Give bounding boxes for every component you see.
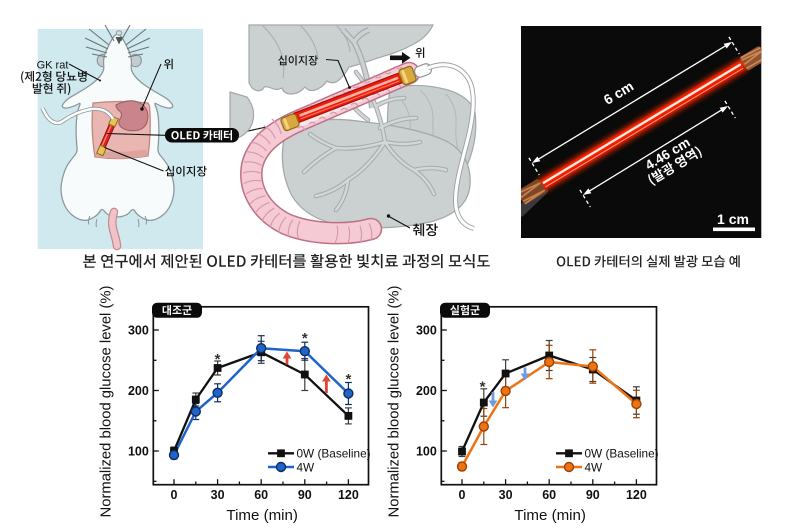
svg-text:*: * <box>345 371 351 388</box>
svg-text:60: 60 <box>542 488 556 502</box>
svg-text:200: 200 <box>416 384 437 398</box>
svg-text:0W (Baseline): 0W (Baseline) <box>585 447 659 461</box>
svg-text:GK rat: GK rat <box>37 60 69 72</box>
svg-text:300: 300 <box>128 323 149 337</box>
svg-text:*: * <box>215 351 221 368</box>
svg-text:300: 300 <box>416 323 437 337</box>
svg-text:100: 100 <box>416 444 437 458</box>
svg-text:60: 60 <box>254 488 268 502</box>
svg-text:4W: 4W <box>585 460 604 474</box>
svg-text:100: 100 <box>128 444 149 458</box>
svg-text:0W (Baseline): 0W (Baseline) <box>297 447 371 461</box>
svg-text:90: 90 <box>586 488 600 502</box>
svg-text:90: 90 <box>298 488 312 502</box>
svg-text:Normalized blood glucose level: Normalized blood glucose level (%) <box>99 285 115 517</box>
svg-text:30: 30 <box>211 488 225 502</box>
svg-text:*: * <box>302 330 308 347</box>
svg-text:Time (min): Time (min) <box>514 507 586 524</box>
svg-text:*: * <box>480 379 486 396</box>
svg-text:120: 120 <box>338 488 359 502</box>
svg-text:200: 200 <box>128 384 149 398</box>
svg-text:4W: 4W <box>297 460 316 474</box>
svg-text:1 cm: 1 cm <box>717 211 749 227</box>
svg-text:Normalized blood glucose level: Normalized blood glucose level (%) <box>387 285 403 517</box>
svg-text:0: 0 <box>171 488 178 502</box>
svg-text:Time (min): Time (min) <box>226 507 298 524</box>
svg-text:30: 30 <box>499 488 513 502</box>
svg-text:0: 0 <box>459 488 466 502</box>
svg-text:120: 120 <box>626 488 647 502</box>
